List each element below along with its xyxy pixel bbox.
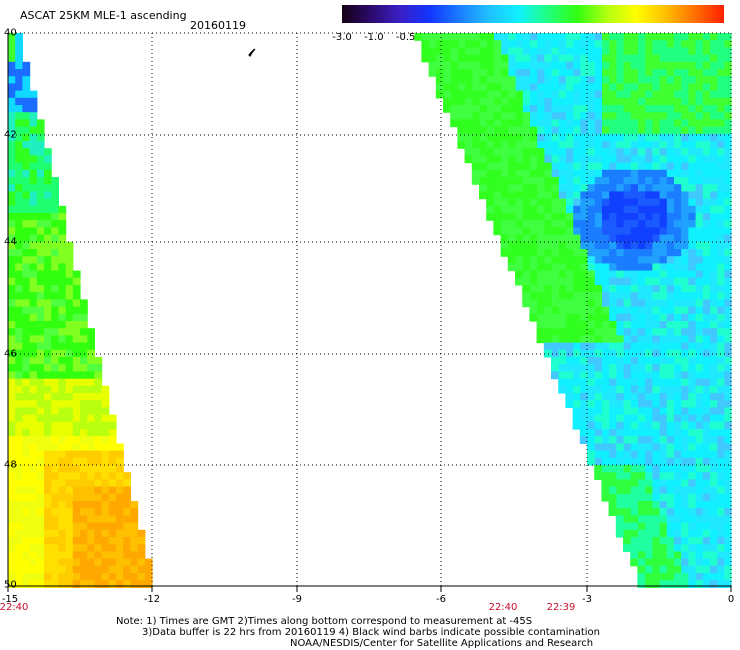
footer-note-1: Note: 1) Times are GMT 2)Times along bot… bbox=[116, 616, 533, 627]
lon-tick: -15 bbox=[1, 594, 19, 605]
time-label: 22:40 bbox=[0, 602, 29, 613]
lat-tick: 44 bbox=[4, 236, 17, 248]
colorbar-gradient bbox=[342, 5, 724, 23]
colorbar-label: -3.0 bbox=[332, 32, 352, 43]
lon-tick: -3 bbox=[582, 594, 592, 605]
swath-left bbox=[8, 33, 153, 588]
chart-title: ASCAT 25KM MLE-1 ascending bbox=[20, 9, 187, 22]
swath-right bbox=[414, 33, 732, 588]
chart-date: 20160119 bbox=[190, 19, 246, 32]
lat-tick: 40 bbox=[4, 27, 17, 39]
footer-credit: NOAA/NESDIS/Center for Satellite Applica… bbox=[290, 638, 594, 649]
time-label: 22:40 bbox=[488, 602, 518, 613]
lat-tick: 46 bbox=[4, 348, 17, 360]
lat-lon-grid bbox=[7, 32, 732, 592]
footer-note-2: 3)Data buffer is 22 hrs from 20160119 4)… bbox=[142, 627, 600, 638]
lat-tick: 48 bbox=[4, 459, 17, 471]
lon-tick: 0 bbox=[727, 594, 735, 605]
colorbar-fill bbox=[342, 5, 724, 23]
wind-barb-mark bbox=[248, 48, 256, 58]
lon-tick: -12 bbox=[143, 594, 161, 605]
lon-tick: -6 bbox=[436, 594, 446, 605]
colorbar-label: -1.0 bbox=[364, 32, 384, 43]
lat-tick: 42 bbox=[4, 129, 17, 141]
colorbar-label: -0.5 bbox=[395, 32, 416, 43]
lat-tick: 50 bbox=[4, 579, 17, 591]
lon-tick: -9 bbox=[292, 594, 302, 605]
time-label: 22:39 bbox=[546, 602, 576, 613]
